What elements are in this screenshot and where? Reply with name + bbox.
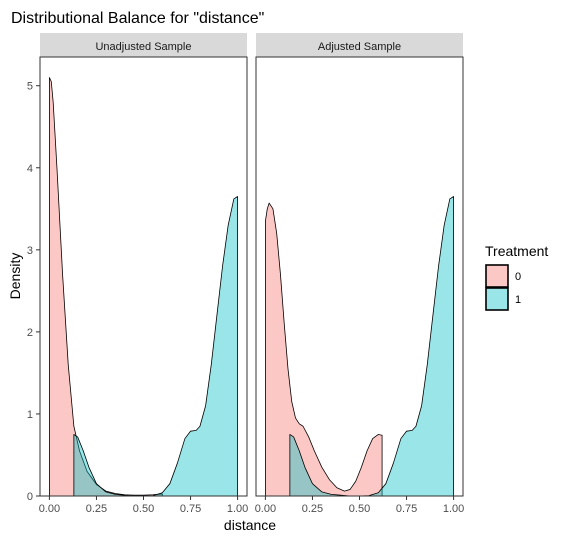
legend-key-0 [485, 264, 509, 288]
x-tick-label: 0.25 [302, 503, 323, 515]
facet-strip [256, 33, 463, 57]
y-tick-label: 4 [27, 163, 33, 175]
y-tick-label: 2 [27, 327, 33, 339]
x-tick-label: 1.00 [443, 503, 464, 515]
x-tick-label: 0.25 [86, 503, 107, 515]
y-axis-title: Density [7, 253, 23, 300]
facet-strip-label: Adjusted Sample [318, 41, 401, 53]
x-tick-label: 0.50 [133, 503, 154, 515]
legend-label-0: 0 [515, 271, 521, 283]
x-tick-label: 0.75 [180, 503, 201, 515]
density-area-treatment-0 [265, 202, 383, 497]
panels-layer: Unadjusted Sample 0.00 0.25 0.50 0.75 1.00 0 1 2… [27, 33, 464, 515]
y-tick-label: 0 [27, 491, 33, 503]
x-tick-label: 1.00 [227, 503, 248, 515]
legend-label-1: 1 [515, 294, 521, 306]
legend-title: Treatment [485, 243, 548, 259]
x-tick-label: 0.75 [396, 503, 417, 515]
legend: Treatment 0 1 [485, 243, 548, 311]
facet-strip-label: Unadjusted Sample [95, 41, 191, 53]
facet-panel-1: Unadjusted Sample 0.00 0.25 0.50 0.75 1.00 0 1 2… [27, 33, 248, 515]
x-tick-label: 0.00 [255, 503, 276, 515]
plot-area [256, 57, 463, 496]
density-area-treatment-1 [289, 196, 454, 497]
plot-area [40, 57, 247, 496]
x-tick-label: 0.50 [349, 503, 370, 515]
density-area-treatment-0 [49, 77, 163, 497]
chart-title: Distributional Balance for "distance" [11, 10, 264, 27]
x-tick-label: 0.00 [39, 503, 60, 515]
legend-key-1 [485, 287, 509, 311]
facet-panel-2: Adjusted Sample 0.00 0.25 0.50 0.75 1.00 [255, 33, 464, 515]
density-area-treatment-1 [73, 196, 238, 497]
x-axis-title: distance [224, 517, 276, 533]
y-tick-label: 3 [27, 245, 33, 257]
y-tick-label: 1 [27, 409, 33, 421]
facet-strip [40, 33, 247, 57]
y-tick-label: 5 [27, 81, 33, 93]
